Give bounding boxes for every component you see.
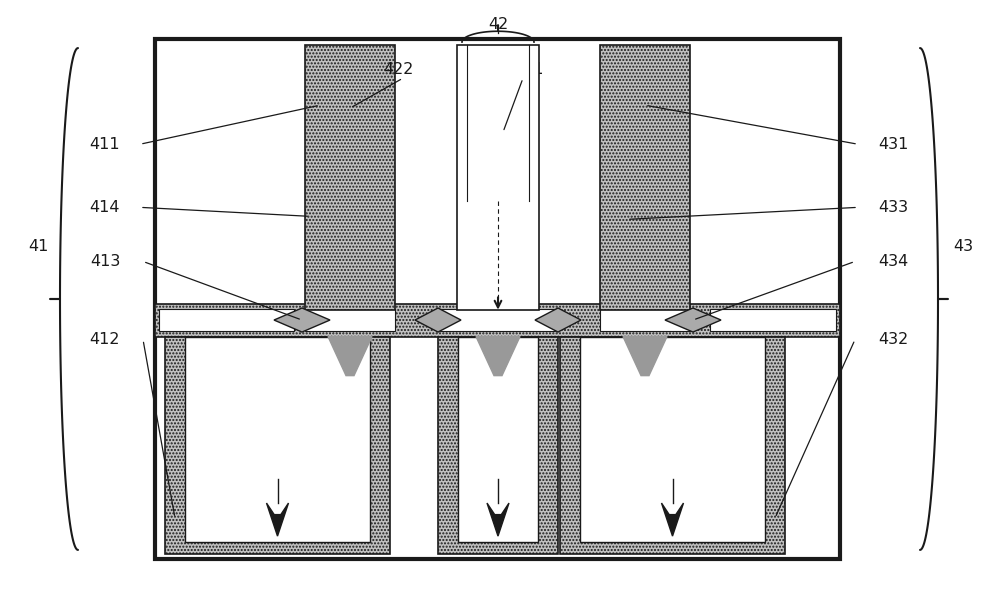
Bar — [185, 337, 370, 542]
Bar — [165, 337, 390, 554]
Text: 43: 43 — [953, 239, 973, 254]
Polygon shape — [662, 503, 684, 536]
Bar — [458, 337, 538, 542]
Text: 432: 432 — [878, 332, 908, 347]
Text: 414: 414 — [90, 200, 120, 215]
Polygon shape — [665, 308, 721, 332]
Text: 433: 433 — [878, 200, 908, 215]
Bar — [155, 39, 840, 559]
Polygon shape — [476, 337, 520, 376]
Bar — [580, 337, 765, 542]
Polygon shape — [487, 503, 509, 536]
Text: 434: 434 — [878, 254, 908, 269]
Polygon shape — [274, 308, 330, 332]
Text: 411: 411 — [90, 137, 120, 151]
Bar — [600, 45, 690, 310]
Text: 412: 412 — [90, 332, 120, 347]
Text: 431: 431 — [878, 137, 908, 151]
Polygon shape — [535, 308, 581, 332]
Bar — [440, 309, 555, 331]
Polygon shape — [415, 308, 461, 332]
Text: 422: 422 — [383, 62, 413, 76]
Polygon shape — [623, 337, 667, 376]
Bar — [305, 45, 395, 310]
Bar — [155, 304, 840, 337]
Bar — [710, 309, 836, 331]
Text: 41: 41 — [28, 239, 48, 254]
Text: 413: 413 — [90, 254, 120, 269]
Bar — [159, 309, 294, 331]
Polygon shape — [328, 337, 372, 376]
Polygon shape — [266, 503, 289, 536]
Bar — [438, 337, 558, 554]
Text: 421: 421 — [513, 62, 543, 76]
Bar — [457, 45, 539, 310]
Bar — [560, 337, 785, 554]
Bar — [305, 309, 395, 331]
Text: 42: 42 — [488, 17, 508, 31]
Bar — [600, 309, 690, 331]
